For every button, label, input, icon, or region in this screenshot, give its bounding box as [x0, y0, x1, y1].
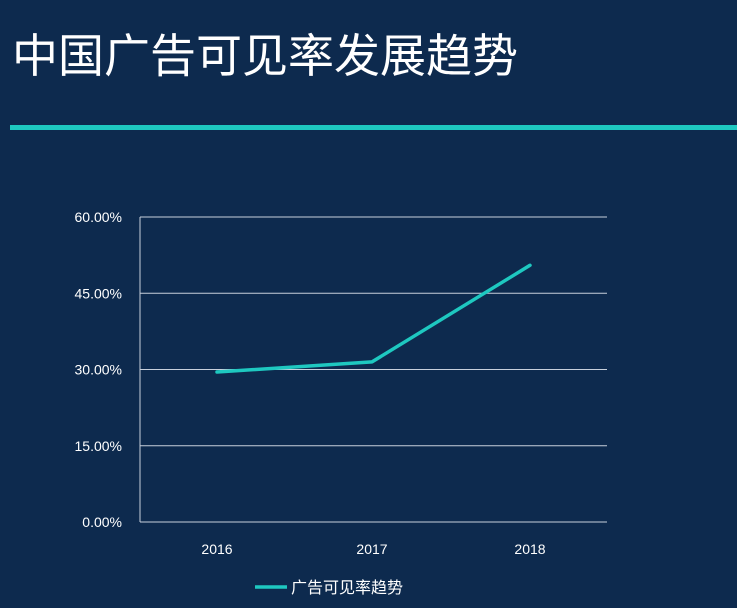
legend-label-0: 广告可见率趋势: [291, 578, 403, 597]
y-tick-label-0: 0.00%: [82, 514, 122, 530]
slide-title: 中国广告可见率发展趋势: [12, 29, 518, 83]
y-tick-label-3: 45.00%: [75, 285, 122, 301]
title-underline: [10, 125, 737, 130]
y-tick-label-4: 60.00%: [75, 209, 122, 225]
data-point-0-0: [216, 371, 218, 373]
x-tick-label-0: 2016: [201, 541, 232, 557]
y-tick-label-1: 15.00%: [75, 438, 122, 454]
series: [215, 263, 532, 374]
legend: 广告可见率趋势: [255, 578, 403, 597]
x-tick-label-1: 2017: [356, 541, 387, 557]
x-tick-label-2: 2018: [514, 541, 545, 557]
y-tick-labels: 0.00% 15.00% 30.00% 45.00% 60.00%: [75, 209, 122, 530]
y-tick-label-2: 30.00%: [75, 362, 122, 378]
series-line-0: [215, 263, 532, 374]
gridlines: [140, 216, 607, 523]
x-tick-labels: 2016 2017 2018: [201, 541, 545, 557]
data-point-0-1: [371, 361, 373, 363]
data-point-0-2: [529, 264, 531, 266]
